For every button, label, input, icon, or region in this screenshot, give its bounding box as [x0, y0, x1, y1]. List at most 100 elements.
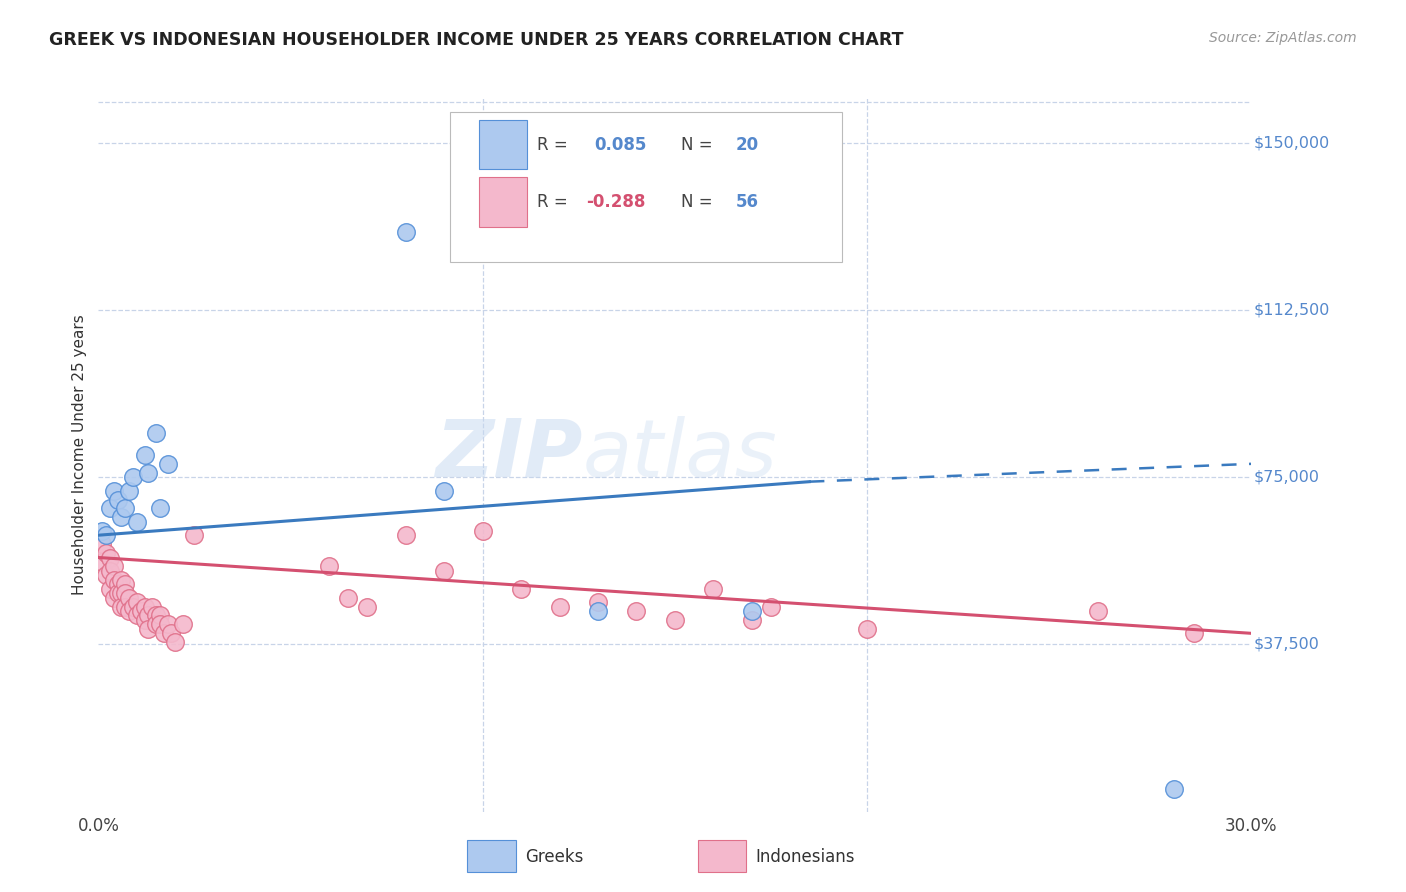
Point — [702, 582, 724, 596]
Point — [156, 617, 179, 632]
FancyBboxPatch shape — [450, 112, 842, 262]
Point — [98, 582, 121, 596]
Text: $75,000: $75,000 — [1254, 470, 1320, 484]
Point — [510, 582, 533, 596]
Point — [91, 537, 114, 551]
Point — [110, 510, 132, 524]
Point — [98, 564, 121, 578]
Point — [149, 608, 172, 623]
Point — [103, 591, 125, 605]
Point — [94, 568, 117, 582]
Point — [114, 599, 136, 614]
Text: $37,500: $37,500 — [1254, 637, 1319, 652]
Point — [107, 492, 129, 507]
Point — [94, 546, 117, 560]
Point — [134, 599, 156, 614]
Point — [152, 626, 174, 640]
Point — [183, 528, 205, 542]
Point — [138, 622, 160, 636]
Point — [91, 524, 114, 538]
Point — [160, 626, 183, 640]
Text: R =: R = — [537, 136, 572, 153]
Text: N =: N = — [681, 136, 717, 153]
Point — [471, 524, 494, 538]
Text: 56: 56 — [735, 193, 759, 211]
Point — [141, 599, 163, 614]
Text: 20: 20 — [735, 136, 759, 153]
Point — [98, 550, 121, 565]
Point — [134, 448, 156, 462]
Point — [125, 595, 148, 609]
Point — [759, 599, 782, 614]
Point — [395, 528, 418, 542]
Point — [114, 577, 136, 591]
Point — [165, 635, 187, 649]
Point — [94, 528, 117, 542]
Point — [138, 466, 160, 480]
Point — [129, 604, 152, 618]
FancyBboxPatch shape — [467, 840, 516, 872]
Point — [118, 591, 141, 605]
Point — [586, 595, 609, 609]
Point — [110, 599, 132, 614]
Point — [110, 573, 132, 587]
Point — [114, 501, 136, 516]
Text: Greeks: Greeks — [524, 847, 583, 865]
Point — [114, 586, 136, 600]
Point — [337, 591, 360, 605]
Point — [149, 501, 172, 516]
Text: -0.288: -0.288 — [586, 193, 645, 211]
Y-axis label: Householder Income Under 25 years: Householder Income Under 25 years — [72, 315, 87, 595]
Point — [433, 564, 456, 578]
Point — [98, 501, 121, 516]
Text: 0.085: 0.085 — [595, 136, 647, 153]
Text: Indonesians: Indonesians — [755, 847, 855, 865]
Point — [103, 573, 125, 587]
Point — [548, 599, 571, 614]
Point — [118, 604, 141, 618]
Point — [156, 457, 179, 471]
Point — [125, 515, 148, 529]
Point — [664, 613, 686, 627]
Point — [134, 613, 156, 627]
Point — [145, 608, 167, 623]
Point — [103, 559, 125, 574]
Point — [125, 608, 148, 623]
Point — [433, 483, 456, 498]
Point — [145, 617, 167, 632]
FancyBboxPatch shape — [479, 177, 527, 227]
Point — [586, 604, 609, 618]
Text: R =: R = — [537, 193, 572, 211]
Point — [395, 225, 418, 239]
Point — [138, 608, 160, 623]
Point — [1163, 782, 1185, 797]
Text: ZIP: ZIP — [436, 416, 582, 494]
Point — [741, 604, 763, 618]
Point — [172, 617, 194, 632]
Point — [122, 470, 145, 484]
FancyBboxPatch shape — [697, 840, 747, 872]
Point — [1182, 626, 1205, 640]
FancyBboxPatch shape — [479, 120, 527, 169]
Text: Source: ZipAtlas.com: Source: ZipAtlas.com — [1209, 31, 1357, 45]
Point — [145, 425, 167, 440]
Point — [318, 559, 340, 574]
Point — [149, 617, 172, 632]
Text: $150,000: $150,000 — [1254, 136, 1330, 150]
Point — [122, 599, 145, 614]
Point — [110, 586, 132, 600]
Point — [103, 483, 125, 498]
Point — [118, 483, 141, 498]
Text: N =: N = — [681, 193, 717, 211]
Text: GREEK VS INDONESIAN HOUSEHOLDER INCOME UNDER 25 YEARS CORRELATION CHART: GREEK VS INDONESIAN HOUSEHOLDER INCOME U… — [49, 31, 904, 49]
Point — [107, 577, 129, 591]
Point — [356, 599, 378, 614]
Point — [741, 613, 763, 627]
Text: $112,500: $112,500 — [1254, 302, 1330, 318]
Point — [91, 555, 114, 569]
Point — [626, 604, 648, 618]
Point — [107, 586, 129, 600]
Point — [856, 622, 879, 636]
Text: atlas: atlas — [582, 416, 778, 494]
Point — [1087, 604, 1109, 618]
